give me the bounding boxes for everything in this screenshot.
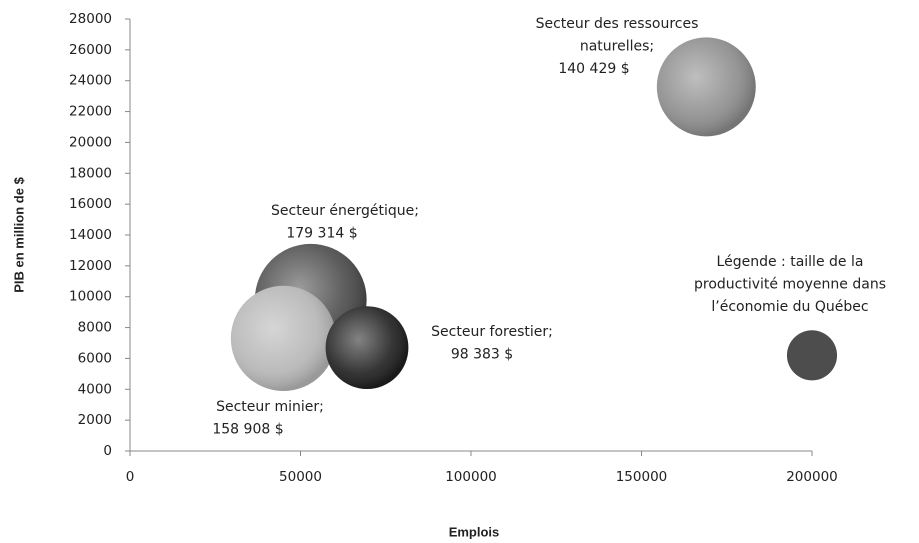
y-tick-label: 14000: [69, 227, 112, 243]
x-tick-label: 100000: [445, 469, 497, 485]
data-label-value: 179 314 $: [286, 226, 357, 242]
y-tick-label: 0: [103, 443, 112, 459]
x-tick-label: 50000: [279, 469, 322, 485]
data-label: Secteur forestier;: [431, 324, 553, 340]
y-axis-title: PIB en million de $: [11, 176, 26, 292]
y-tick-label: 22000: [69, 104, 112, 120]
y-tick-label: 4000: [78, 381, 112, 397]
x-axis-title: Emplois: [449, 524, 500, 539]
data-label: Secteur des ressources: [536, 16, 699, 32]
bubble-shading: [325, 306, 409, 390]
y-tick-label: 10000: [69, 289, 112, 305]
data-label: Secteur minier;: [216, 399, 324, 415]
data-label-value: 158 908 $: [212, 422, 283, 438]
bubble: [786, 330, 838, 381]
x-tick-label: 200000: [786, 469, 838, 485]
bubble-shading: [230, 285, 337, 391]
y-tick-label: 16000: [69, 196, 112, 212]
x-tick-label: 0: [126, 469, 135, 485]
y-tick-label: 28000: [69, 11, 112, 27]
y-tick-label: 18000: [69, 165, 112, 181]
data-label: l’économie du Québec: [711, 299, 868, 315]
y-tick-label: 2000: [78, 412, 112, 428]
data-label-value: 98 383 $: [451, 347, 513, 363]
x-tick-label: 150000: [616, 469, 668, 485]
data-label: naturelles;: [580, 39, 654, 55]
y-tick-label: 24000: [69, 73, 112, 89]
y-tick-label: 6000: [78, 350, 112, 366]
y-tick-label: 12000: [69, 258, 112, 274]
data-label: Légende : taille de la: [717, 254, 864, 270]
data-label: Secteur énergétique;: [271, 203, 419, 219]
data-label: productivité moyenne dans: [694, 277, 886, 293]
y-tick-label: 8000: [78, 320, 112, 336]
data-label-value: 140 429 $: [558, 61, 629, 77]
y-tick-label: 20000: [69, 134, 112, 150]
bubble-shading: [656, 37, 756, 137]
y-tick-label: 26000: [69, 42, 112, 58]
